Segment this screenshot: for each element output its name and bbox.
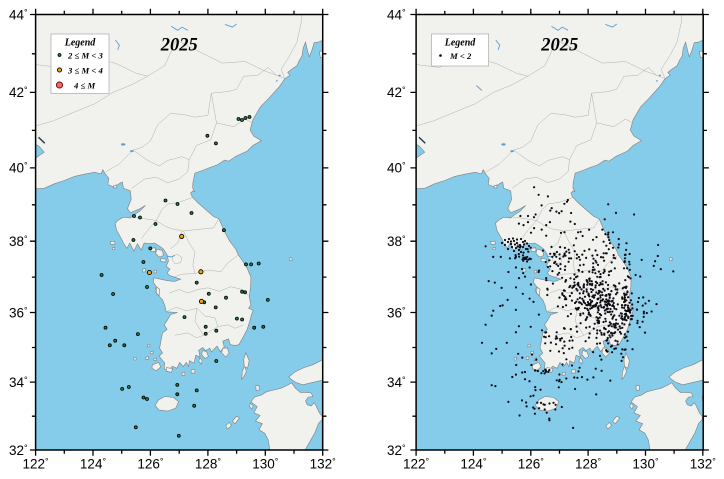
svg-text:122°: 122° (23, 457, 50, 472)
svg-text:Legend: Legend (444, 38, 477, 49)
svg-text:122°: 122° (403, 457, 430, 472)
svg-text:40°: 40° (9, 161, 28, 176)
svg-text:34°: 34° (387, 375, 406, 390)
svg-text:126°: 126° (137, 457, 164, 472)
svg-text:44°: 44° (9, 7, 28, 22)
svg-text:M < 2: M < 2 (449, 51, 472, 61)
svg-text:2025: 2025 (540, 36, 578, 56)
svg-text:40°: 40° (387, 161, 406, 176)
svg-text:130°: 130° (632, 457, 659, 472)
svg-text:124°: 124° (460, 457, 487, 472)
svg-text:3 ≤ M < 4: 3 ≤ M < 4 (67, 65, 103, 75)
svg-text:2 ≤ M < 3: 2 ≤ M < 3 (67, 50, 103, 60)
svg-text:36°: 36° (387, 305, 406, 320)
svg-text:130°: 130° (252, 457, 279, 472)
svg-text:38°: 38° (387, 234, 406, 249)
svg-text:34°: 34° (9, 375, 28, 390)
svg-text:36°: 36° (9, 305, 28, 320)
svg-text:126°: 126° (518, 457, 545, 472)
svg-text:2025: 2025 (160, 36, 198, 56)
svg-text:4 ≤ M: 4 ≤ M (73, 80, 95, 90)
svg-text:42°: 42° (9, 85, 28, 100)
svg-text:128°: 128° (575, 457, 602, 472)
svg-text:132°: 132° (690, 457, 717, 472)
svg-text:32°: 32° (9, 443, 28, 458)
svg-text:128°: 128° (195, 457, 222, 472)
svg-text:132°: 132° (310, 457, 337, 472)
svg-text:44°: 44° (387, 7, 406, 22)
svg-text:32°: 32° (387, 443, 406, 458)
svg-text:42°: 42° (387, 85, 406, 100)
svg-text:Legend: Legend (64, 38, 97, 49)
svg-text:124°: 124° (80, 457, 107, 472)
svg-text:38°: 38° (9, 234, 28, 249)
